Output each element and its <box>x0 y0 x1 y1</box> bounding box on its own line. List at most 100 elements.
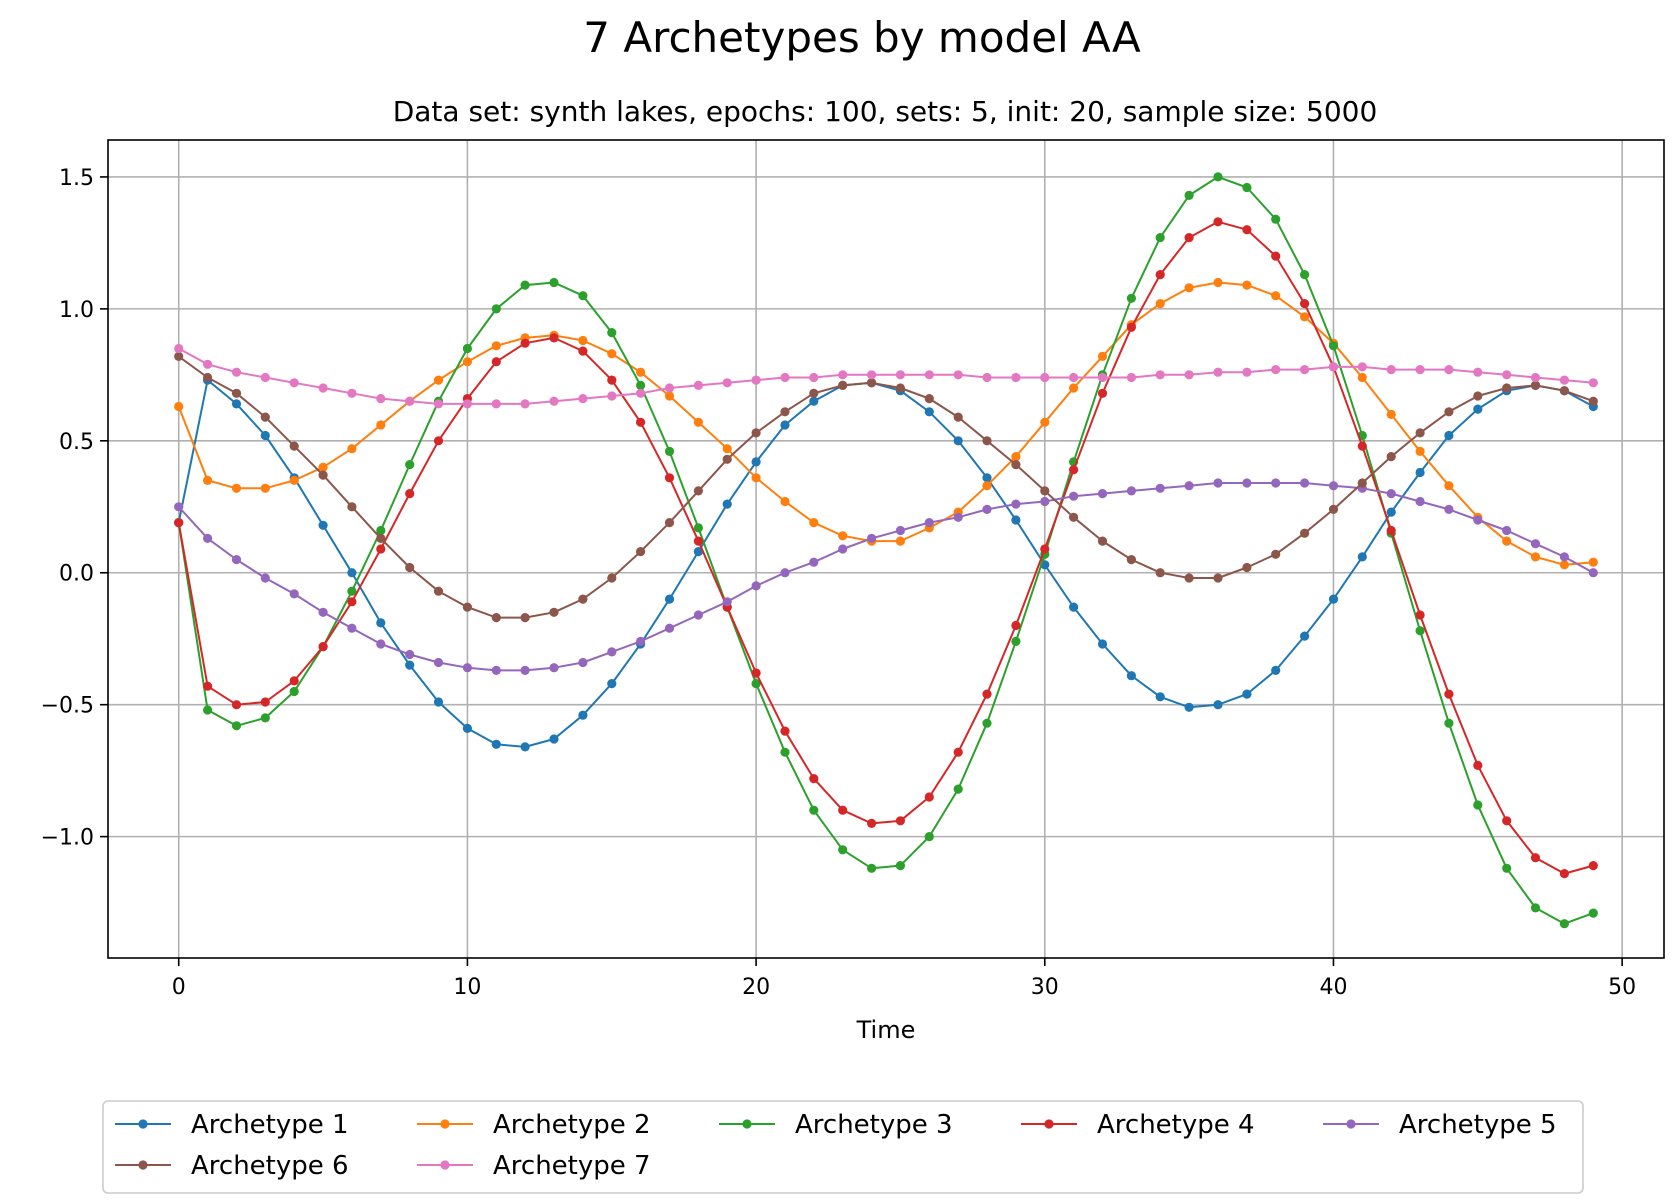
data-point <box>607 349 617 359</box>
data-point <box>982 718 992 728</box>
data-point <box>664 446 675 456</box>
data-point <box>1242 280 1252 290</box>
data-point <box>1559 560 1569 570</box>
data-point <box>1242 367 1252 377</box>
data-point <box>289 378 299 388</box>
data-point <box>231 388 242 398</box>
plot-area-frame <box>107 139 1665 959</box>
data-point <box>809 557 819 567</box>
data-point <box>722 444 732 454</box>
data-point <box>809 805 819 815</box>
chart-subtitle: Data set: synth lakes, epochs: 100, sets… <box>393 95 1378 128</box>
data-point <box>1559 919 1569 929</box>
data-point <box>1386 489 1396 499</box>
data-point <box>549 663 559 673</box>
data-point <box>347 444 357 454</box>
data-point <box>289 475 299 485</box>
data-point <box>1559 869 1569 879</box>
data-point <box>376 394 386 404</box>
data-point <box>982 473 992 483</box>
data-point <box>405 660 415 670</box>
data-point <box>1473 367 1483 377</box>
series-archetype-2 <box>174 277 1598 570</box>
data-point <box>1213 573 1223 583</box>
data-point <box>1300 365 1310 375</box>
data-point <box>1328 481 1339 491</box>
data-point <box>520 613 530 623</box>
data-point <box>1155 370 1165 380</box>
data-point <box>722 499 732 509</box>
data-point <box>1271 214 1281 224</box>
data-point <box>867 370 877 380</box>
data-point <box>1242 478 1252 488</box>
data-point <box>549 734 559 744</box>
data-point <box>1011 515 1021 525</box>
data-point <box>664 623 675 633</box>
series-line <box>177 175 1594 925</box>
data-point <box>405 489 415 499</box>
data-point <box>780 726 790 736</box>
data-point <box>751 679 761 689</box>
data-point <box>1386 452 1396 462</box>
data-point <box>491 357 501 367</box>
data-point <box>1011 620 1021 631</box>
legend-marker <box>1346 1119 1356 1129</box>
data-point <box>318 520 328 530</box>
data-point <box>1126 671 1136 681</box>
data-point <box>1213 217 1223 227</box>
data-point <box>1415 446 1425 456</box>
data-point <box>231 483 242 493</box>
data-point <box>1069 512 1079 522</box>
data-point <box>924 394 934 404</box>
data-point <box>1559 375 1569 385</box>
data-point <box>1155 233 1165 243</box>
data-point <box>1328 362 1339 372</box>
data-point <box>809 396 819 406</box>
data-point <box>1040 544 1050 554</box>
data-point <box>1213 367 1223 377</box>
data-point <box>318 642 328 652</box>
data-point <box>520 665 530 676</box>
data-point <box>491 304 501 314</box>
data-point <box>607 328 617 338</box>
legend-marker <box>138 1160 148 1170</box>
data-point <box>1040 372 1050 383</box>
data-point <box>636 380 646 390</box>
data-point <box>1184 233 1194 243</box>
data-point <box>491 739 501 749</box>
data-point <box>578 394 588 404</box>
y-tick-label: −1.0 <box>41 826 94 851</box>
data-point <box>664 473 675 483</box>
data-point <box>1473 760 1483 771</box>
data-point <box>347 623 357 633</box>
data-point <box>433 375 444 385</box>
data-point <box>405 649 415 660</box>
data-point <box>347 388 357 398</box>
data-point <box>780 568 790 578</box>
data-point <box>1011 499 1021 509</box>
data-point <box>895 370 906 380</box>
legend-marker <box>440 1119 450 1129</box>
data-point <box>1155 483 1165 493</box>
data-point <box>1155 270 1165 280</box>
data-point <box>1126 486 1136 496</box>
data-point <box>520 280 530 290</box>
data-point <box>1300 631 1310 641</box>
data-point <box>289 686 299 697</box>
data-point <box>1588 378 1598 388</box>
data-point <box>405 562 415 573</box>
data-point <box>982 436 992 446</box>
data-point <box>491 613 501 623</box>
data-point <box>953 747 963 757</box>
data-point <box>722 597 732 607</box>
data-point <box>1271 251 1281 261</box>
data-point <box>953 512 963 522</box>
data-point <box>520 338 530 348</box>
data-point <box>462 357 472 367</box>
data-point <box>174 343 184 354</box>
data-point <box>1415 610 1425 620</box>
data-point <box>1530 539 1541 549</box>
data-point <box>1415 365 1425 375</box>
legend-marker <box>742 1119 752 1129</box>
data-point <box>1502 383 1512 393</box>
